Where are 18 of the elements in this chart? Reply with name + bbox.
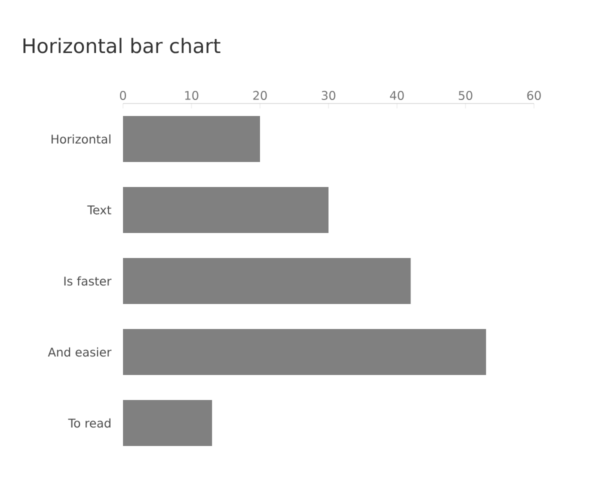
y-tick-label: Horizontal <box>52 134 110 144</box>
x-tick-label: 10 <box>185 90 198 100</box>
x-tick-label: 60 <box>527 90 541 100</box>
x-tick-label: 40 <box>390 90 404 100</box>
bar <box>123 187 329 233</box>
bar <box>123 258 411 304</box>
x-tick-label: 0 <box>120 90 126 100</box>
x-tick-label: 30 <box>322 90 336 100</box>
y-tick-label: Text <box>87 206 112 214</box>
bar <box>123 400 212 446</box>
y-tick-label: And easier <box>48 347 112 357</box>
x-tick-label: 50 <box>458 90 472 100</box>
x-tick-label: 20 <box>253 90 267 100</box>
y-tick-label: Is faster <box>64 276 112 286</box>
bar <box>123 116 260 162</box>
bar <box>123 329 486 376</box>
chart-title: Horizontal bar chart <box>23 38 220 54</box>
y-tick-label: To read <box>68 418 110 428</box>
